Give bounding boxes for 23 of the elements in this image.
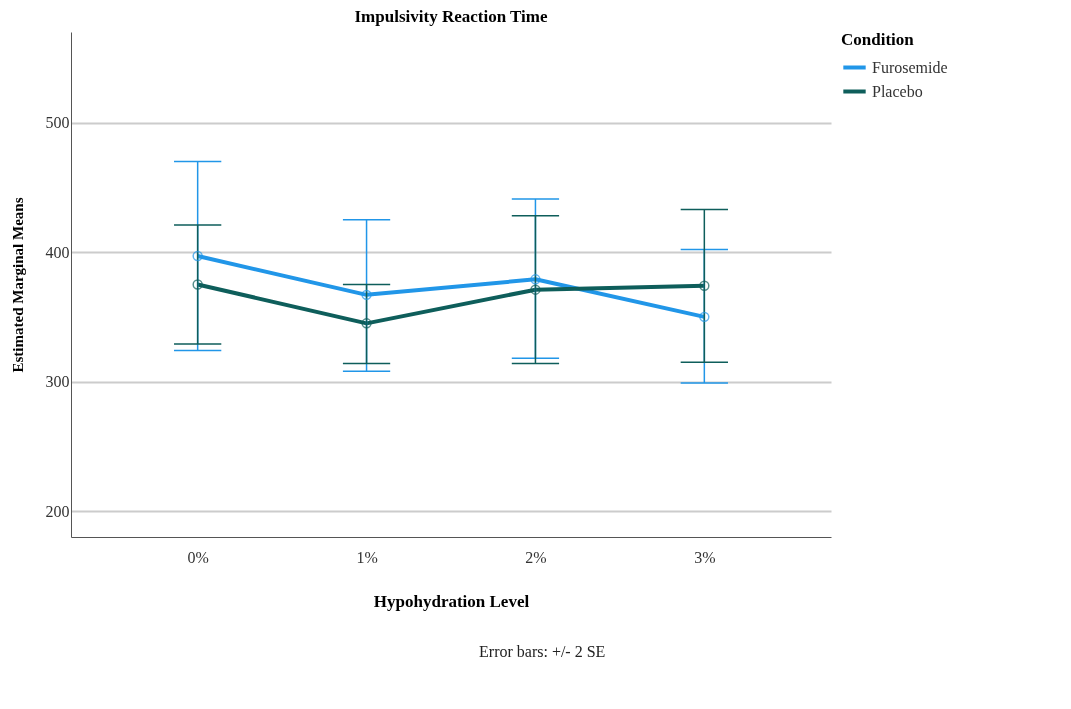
point bbox=[361, 318, 372, 329]
chart-title: Impulsivity Reaction Time bbox=[354, 7, 548, 26]
y-tick-label: 400 bbox=[45, 243, 70, 261]
y-axis-title: Estimated Marginal Means bbox=[9, 197, 26, 373]
x-tick-label: 1% bbox=[356, 548, 378, 566]
x-tick-label: 2% bbox=[525, 548, 547, 566]
x-axis-title: Hypohydration Level bbox=[373, 591, 530, 611]
point bbox=[192, 279, 203, 290]
point bbox=[530, 274, 541, 285]
point bbox=[530, 284, 541, 295]
point bbox=[699, 311, 710, 323]
point bbox=[699, 280, 710, 292]
point bbox=[361, 289, 372, 301]
point bbox=[192, 250, 203, 262]
y-tick-label: 300 bbox=[45, 373, 70, 391]
legend-label: Furosemide bbox=[872, 58, 948, 76]
x-tick-label: 3% bbox=[694, 548, 716, 566]
legend-title: Condition bbox=[841, 30, 915, 49]
legend-label: Placebo bbox=[872, 82, 923, 100]
y-tick-label: 500 bbox=[45, 114, 70, 132]
text: Error bars: +/- 2 SE bbox=[479, 643, 606, 660]
y-tick-label: 200 bbox=[45, 502, 70, 520]
x-tick-label: 0% bbox=[187, 548, 209, 566]
